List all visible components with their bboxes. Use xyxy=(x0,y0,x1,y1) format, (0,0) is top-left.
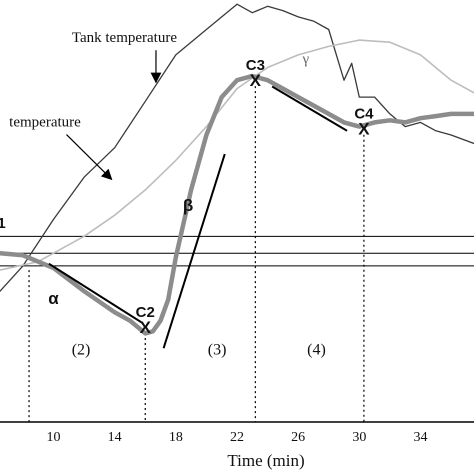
annotation-arrows xyxy=(66,50,162,181)
phase-label-3: (3) xyxy=(208,341,227,358)
fit-label-gamma: γ xyxy=(301,51,309,67)
phase-label-2: (2) xyxy=(72,341,91,358)
point-marker-c3: X xyxy=(250,71,262,90)
fit-line-3 xyxy=(271,85,348,132)
phase-label-4: (4) xyxy=(307,341,326,358)
point-label-c2: C2 xyxy=(136,304,155,321)
chart-labels: Tank temperature temperature (2) (3) (4) α β γ 1 xyxy=(0,30,326,358)
x-tick-label-10: 10 xyxy=(47,430,61,445)
x-tick-label-26: 26 xyxy=(291,430,305,445)
x-tick-label-14: 14 xyxy=(108,430,122,445)
point-label-c4: C4 xyxy=(354,106,374,123)
point-marker-c2: X xyxy=(140,318,152,337)
point-label-c3: C3 xyxy=(246,57,265,74)
series-line-tank-temperature xyxy=(0,3,474,292)
series-line-main-curve xyxy=(0,73,474,336)
series-line-temperature xyxy=(0,39,474,271)
x-tick-label-34: 34 xyxy=(413,430,427,445)
x-axis-label: Time (min) xyxy=(227,451,304,470)
annotation-temperature: temperature xyxy=(9,115,81,131)
x-tick-label-18: 18 xyxy=(169,430,183,445)
fit-label-beta: β xyxy=(183,196,193,215)
fit-line-1 xyxy=(48,262,143,324)
series-group xyxy=(0,3,474,336)
x-tick-label-22: 22 xyxy=(230,430,244,445)
fit-lines xyxy=(48,85,348,349)
edge-point-label: 1 xyxy=(0,215,6,232)
fit-label-alpha: α xyxy=(48,289,59,308)
fit-line-2 xyxy=(162,153,226,349)
x-tick-labels: 10 14 18 22 26 30 34 xyxy=(47,430,428,445)
annotation-tank-temperature: Tank temperature xyxy=(72,30,177,46)
annotation-arrow-2 xyxy=(66,134,113,181)
x-tick-label-30: 30 xyxy=(352,430,366,445)
point-marker-c4: X xyxy=(358,120,370,139)
threshold-lines xyxy=(0,235,474,267)
vertical-guides xyxy=(28,86,365,422)
